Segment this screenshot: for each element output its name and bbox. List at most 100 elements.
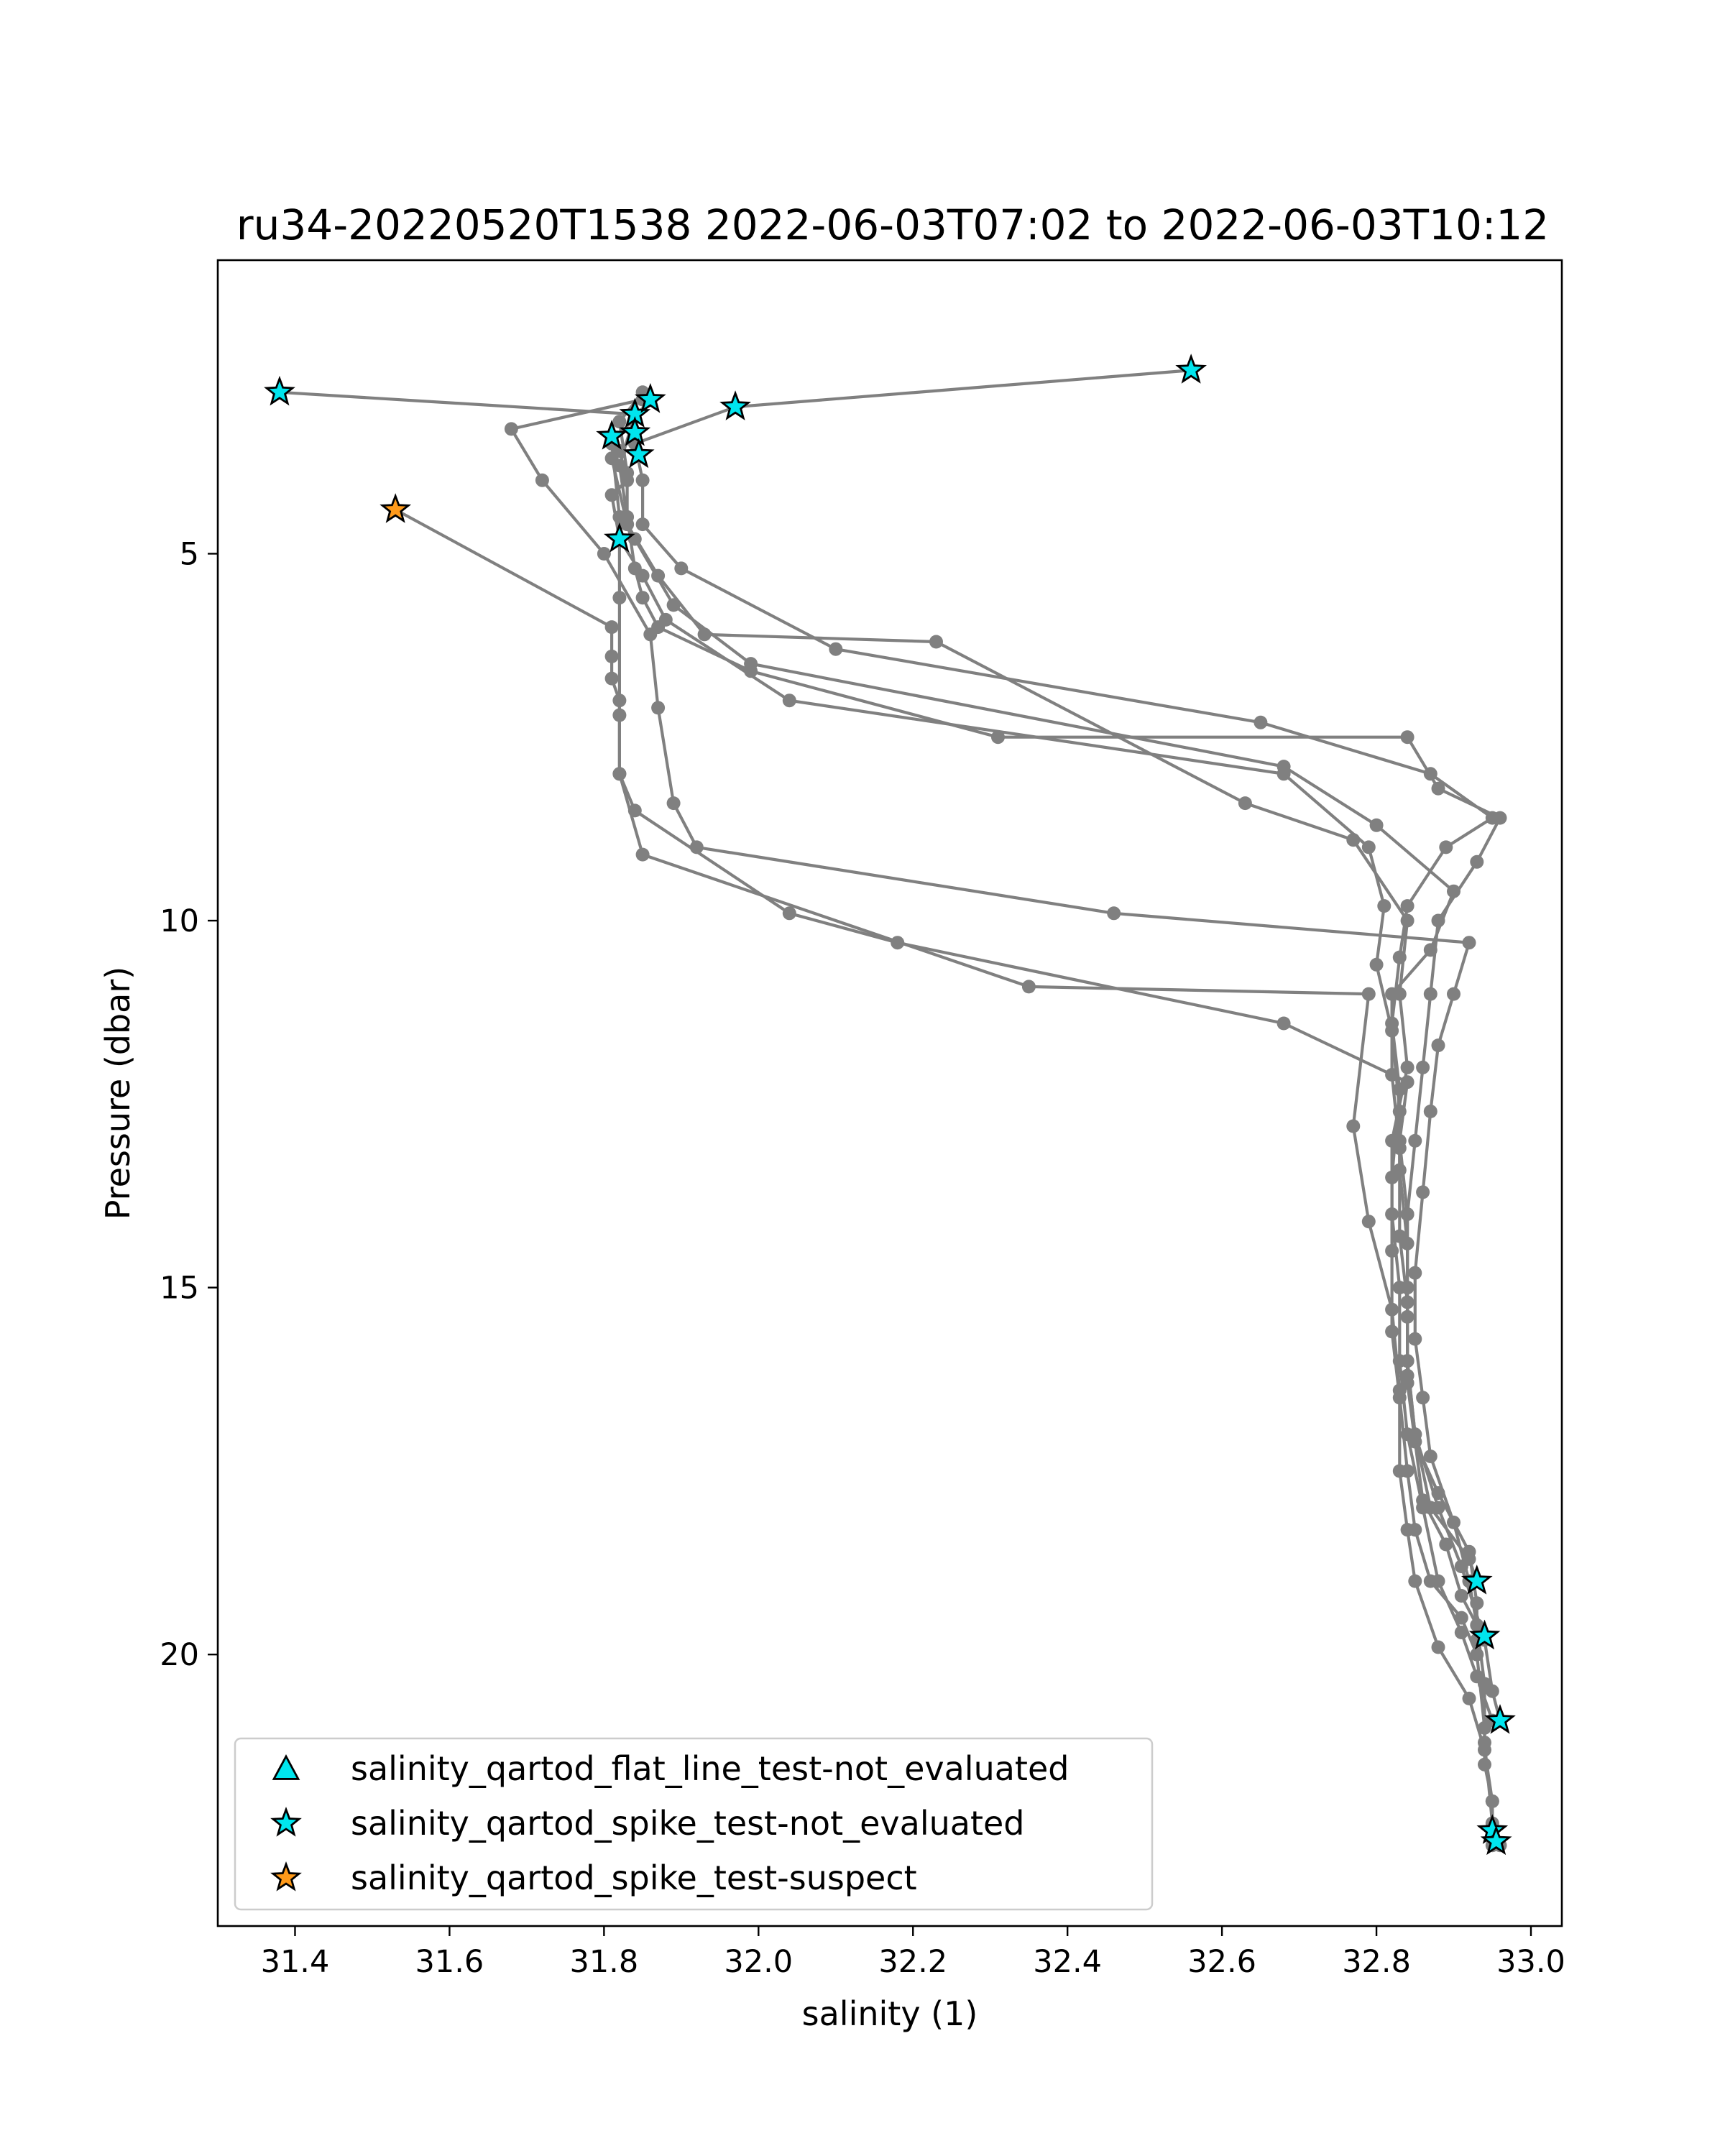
data-point: [1369, 957, 1384, 972]
data-point: [635, 473, 650, 487]
data-point: [1385, 1302, 1399, 1317]
data-point: [1423, 943, 1438, 957]
data-point: [597, 547, 611, 561]
legend-entry-2: salinity_qartod_spike_test-not_evaluated: [270, 1804, 1024, 1843]
data-point: [604, 488, 619, 502]
plot-area-frame: [216, 259, 1563, 1927]
x-tick-label: 31.6: [415, 1944, 484, 1980]
data-point: [1369, 818, 1384, 832]
data-point: [1470, 1669, 1484, 1684]
y-tick-label: 10: [160, 903, 199, 939]
data-point: [674, 561, 689, 576]
data-point: [1400, 1427, 1414, 1442]
data-point: [1408, 1133, 1422, 1148]
data-point: [782, 906, 796, 921]
data-point: [620, 517, 635, 532]
data-point: [1400, 1236, 1414, 1250]
data-point: [604, 671, 619, 686]
x-tick-label: 32.6: [1187, 1944, 1256, 1980]
data-point: [635, 568, 650, 583]
data-point: [1447, 884, 1460, 898]
data-point: [1462, 936, 1476, 950]
data-point: [1431, 1640, 1445, 1654]
data-point: [1454, 1589, 1468, 1603]
not-evaluated-star-marker: [1460, 1565, 1493, 1595]
data-point: [1400, 1523, 1414, 1537]
not-evaluated-star-marker: [264, 375, 295, 406]
not-evaluated-star-marker: [622, 438, 655, 469]
data-point: [1431, 1486, 1445, 1500]
data-point: [1485, 1794, 1499, 1808]
legend-star-icon: [270, 1807, 302, 1837]
profile-line: [610, 435, 1478, 1640]
data-point: [612, 767, 627, 781]
data-point: [1408, 1332, 1422, 1346]
data-point: [1400, 730, 1414, 745]
profile-series-5: [604, 429, 1484, 1647]
data-point: [1470, 1596, 1484, 1611]
data-point: [1462, 1691, 1476, 1705]
data-point: [1107, 906, 1121, 921]
data-point: [604, 620, 619, 635]
legend-label: salinity_qartod_spike_test-not_evaluated: [351, 1804, 1024, 1843]
not-evaluated-star-marker: [1484, 1704, 1516, 1734]
y-tick-label: 5: [180, 536, 199, 572]
profile-series-1: [272, 385, 1507, 1588]
not-evaluated-star-marker: [619, 415, 651, 446]
data-point: [1400, 1060, 1414, 1074]
data-point: [1361, 1215, 1376, 1229]
x-tick-label: 33.0: [1496, 1944, 1565, 1980]
y-tick-label: 15: [160, 1271, 199, 1307]
data-point: [1254, 715, 1268, 729]
not-evaluated-star-marker: [1468, 1619, 1501, 1650]
data-point: [651, 701, 666, 715]
data-point: [1346, 1119, 1361, 1133]
data-point: [1385, 1133, 1399, 1148]
data-point: [1392, 987, 1407, 1001]
profile-line: [510, 397, 1501, 1847]
y-axis-label: Pressure (dbar): [98, 967, 137, 1220]
data-point: [1400, 913, 1414, 928]
data-point: [1454, 1626, 1468, 1639]
x-tick-label: 32.2: [878, 1944, 947, 1980]
data-point: [504, 422, 518, 436]
legend: salinity_qartod_flat_line_test-not_evalu…: [234, 1737, 1154, 1911]
data-point: [1431, 1501, 1445, 1515]
data-point: [1439, 840, 1453, 854]
data-point: [1385, 1207, 1399, 1221]
data-point: [1238, 796, 1252, 811]
x-tick-label: 32.4: [1033, 1944, 1102, 1980]
data-point: [1377, 899, 1392, 913]
y-tick-label: 20: [160, 1637, 199, 1673]
data-point: [612, 694, 627, 708]
chart-title: ru34-20220520T1538 2022-06-03T07:02 to 2…: [236, 201, 1549, 249]
data-point: [1454, 1611, 1468, 1625]
data-point: [1423, 987, 1438, 1001]
data-point: [635, 517, 650, 532]
data-point: [1392, 1163, 1407, 1177]
data-point: [782, 694, 796, 708]
data-point: [1439, 1537, 1453, 1552]
y-axis-ticks: 5 10 15 20: [160, 536, 218, 1673]
legend-entry-3: salinity_qartod_spike_test-suspect: [270, 1858, 917, 1897]
data-point: [1346, 833, 1361, 847]
x-axis-ticks: 31.4 31.6 31.8 32.0 32.2 32.4 32.6 32.8 33.0: [261, 1926, 1565, 1980]
data-point: [1423, 767, 1438, 781]
data-point: [643, 627, 658, 642]
profile-line: [395, 508, 1494, 1846]
x-tick-label: 32.0: [724, 1944, 793, 1980]
not-evaluated-star-marker: [1480, 1825, 1512, 1856]
profile-line: [617, 391, 1494, 1721]
data-point: [651, 568, 666, 583]
legend-label: salinity_qartod_spike_test-suspect: [351, 1858, 917, 1897]
not-evaluated-star-marker: [596, 420, 627, 450]
legend-box: [234, 1737, 1154, 1911]
data-point: [1423, 1105, 1438, 1118]
data-point: [1416, 1185, 1430, 1199]
data-point: [1470, 854, 1484, 869]
data-point: [535, 473, 549, 487]
data-point: [1431, 1574, 1445, 1588]
data-point: [620, 466, 635, 480]
data-point: [1392, 1354, 1407, 1368]
